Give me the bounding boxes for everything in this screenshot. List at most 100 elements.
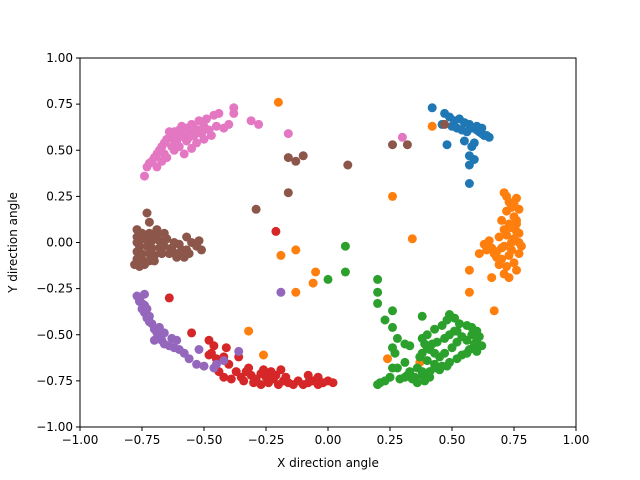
scatter-point-s1-4 <box>276 250 286 260</box>
scatter-point-s2-43 <box>430 324 440 334</box>
scatter-point-s1-3 <box>407 234 417 244</box>
scatter-point-s1-54 <box>507 238 516 247</box>
scatter-point-s1-11 <box>383 354 392 364</box>
scatter-point-s0-17 <box>462 127 472 137</box>
scatter-point-s2-69 <box>420 376 430 386</box>
scatter-point-s3-2 <box>187 328 197 338</box>
y-tick-label: −0.25 <box>36 282 73 296</box>
scatter-point-s2-55 <box>467 330 477 340</box>
scatter-point-s5-2 <box>291 156 301 166</box>
scatter-point-s0-25 <box>442 140 452 150</box>
scatter-point-s1-0 <box>273 97 283 107</box>
scatter-point-s2-12 <box>390 348 400 358</box>
scatter-point-s3-1 <box>164 293 174 303</box>
x-axis-label: X direction angle <box>277 456 379 470</box>
scatter-point-s5-34 <box>157 249 167 259</box>
scatter-point-s4-20 <box>192 359 202 369</box>
scatter-point-s2-37 <box>462 321 472 330</box>
scatter-point-s1-10 <box>259 350 268 360</box>
scatter-point-s6-32 <box>211 121 221 131</box>
scatter-point-s5-50 <box>197 245 206 255</box>
scatter-point-s5-8 <box>251 204 261 214</box>
scatter-point-s2-58 <box>440 333 450 343</box>
scatter-point-s3-31 <box>249 378 259 388</box>
scatter-point-s6-4 <box>202 114 211 124</box>
y-tick-label: 0.25 <box>46 189 73 203</box>
scatter-point-s4-31 <box>172 335 182 345</box>
scatter-point-s3-37 <box>221 343 231 353</box>
scatter-point-s5-45 <box>140 260 149 270</box>
scatter-point-s1-40 <box>499 269 509 279</box>
x-tick-label: 0.00 <box>315 433 342 447</box>
scatter-point-s0-20 <box>469 138 479 148</box>
scatter-point-s4-32 <box>211 359 221 369</box>
scatter-point-s0-23 <box>464 160 474 170</box>
scatter-point-s5-6 <box>388 140 397 150</box>
scatter-point-s5-10 <box>144 217 154 227</box>
y-axis-label: Y direction angle <box>6 192 20 294</box>
scatter-point-s6-21 <box>140 171 149 181</box>
y-tick-label: 0.50 <box>46 143 73 157</box>
scatter-point-s6-51 <box>397 132 407 142</box>
scatter-point-s2-4 <box>373 287 383 297</box>
x-tick-label: 0.50 <box>439 433 466 447</box>
scatter-point-s5-54 <box>159 228 169 238</box>
scatter-point-s1-56 <box>499 225 509 235</box>
scatter-point-s1-29 <box>512 265 521 275</box>
scatter-point-s2-75 <box>472 346 482 356</box>
scatter-point-s1-47 <box>494 260 504 270</box>
scatter-point-s1-49 <box>502 191 512 201</box>
scatter-point-s2-67 <box>417 367 427 377</box>
scatter-point-s2-64 <box>422 356 432 366</box>
scatter-point-s2-50 <box>440 348 450 358</box>
scatter-point-s6-3 <box>209 110 219 120</box>
scatter-point-s2-3 <box>373 274 383 284</box>
x-tick-label: 0.75 <box>501 433 528 447</box>
scatter-point-s6-33 <box>206 131 216 140</box>
scatter-point-s2-79 <box>400 372 410 382</box>
axis-ticks: −1.00 −0.75 −0.50 −0.25 0.00 0.25 0.50 0.75 1.00… <box>36 51 589 447</box>
scatter-point-s6-47 <box>224 119 234 129</box>
scatter-point-s3-42 <box>303 370 313 380</box>
scatter-point-s3-4 <box>209 341 219 351</box>
scatter-point-s1-48 <box>497 215 507 225</box>
scatter-point-s1-27 <box>504 250 514 260</box>
scatter-point-s3-33 <box>226 374 236 384</box>
scatter-point-s4-33 <box>194 345 204 354</box>
x-tick-label: 0.25 <box>377 433 404 447</box>
scatter-point-s6-54 <box>174 131 184 140</box>
scatter-point-s4-0 <box>276 287 286 297</box>
scatter-point-s1-9 <box>244 326 254 336</box>
scatter-point-s2-7 <box>380 315 390 325</box>
scatter-point-s5-27 <box>159 241 169 251</box>
scatter-point-s5-3 <box>343 160 353 170</box>
scatter-point-s5-53 <box>184 249 194 259</box>
scatter-point-s3-44 <box>281 372 291 382</box>
scatter-point-s4-25 <box>149 335 159 345</box>
x-tick-label: −1.00 <box>62 433 99 447</box>
scatter-point-s1-7 <box>308 278 318 288</box>
scatter-point-s1-53 <box>492 252 502 262</box>
scatter-point-s4-35 <box>140 289 149 299</box>
scatter-point-s2-76 <box>417 311 427 321</box>
scatter-point-s3-0 <box>271 226 281 236</box>
scatter-point-s6-48 <box>246 116 256 126</box>
scatter-point-s2-8 <box>388 322 397 332</box>
scatter-point-s2-5 <box>373 298 383 308</box>
scatter-point-s5-4 <box>283 188 293 198</box>
scatter-point-s1-44 <box>512 215 521 225</box>
scatter-point-s6-55 <box>197 129 206 139</box>
scatter-point-s4-19 <box>184 354 194 364</box>
scatter-point-s2-9 <box>392 333 402 343</box>
scatter-point-s6-52 <box>189 131 199 140</box>
scatter-point-s6-37 <box>179 149 189 159</box>
y-tick-label: 0.75 <box>46 97 73 111</box>
scatter-point-s1-58 <box>497 243 507 253</box>
scatter-point-s1-43 <box>514 228 524 238</box>
scatter-point-s4-27 <box>137 304 147 314</box>
scatter-point-s5-9 <box>142 208 152 218</box>
scatter-point-s6-50 <box>283 129 293 139</box>
scatter-point-s1-28 <box>509 258 519 268</box>
y-tick-label: −1.00 <box>36 420 73 434</box>
